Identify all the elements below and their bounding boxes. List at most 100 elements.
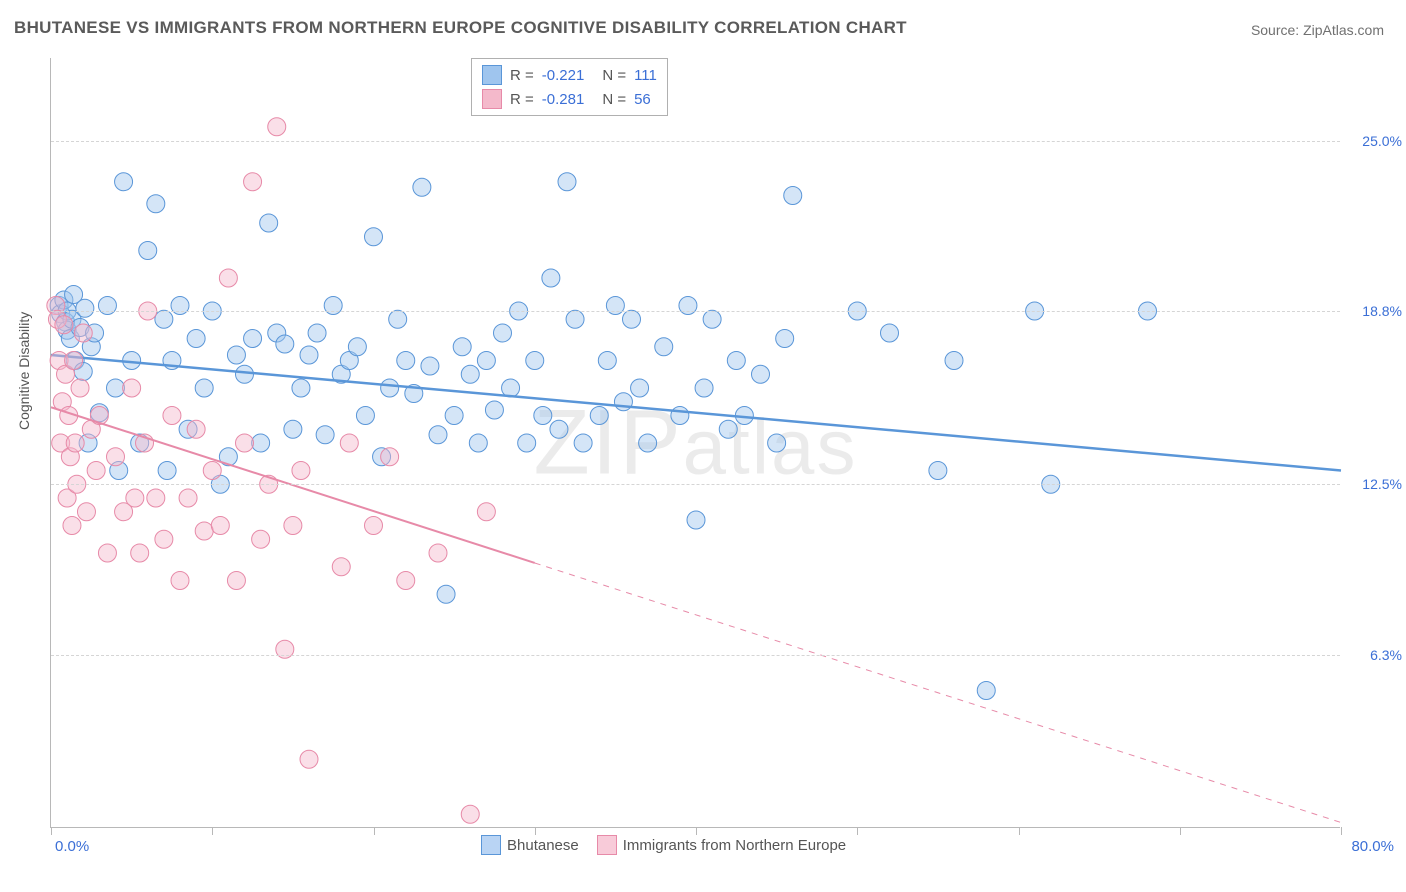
scatter-point bbox=[727, 352, 745, 370]
scatter-point bbox=[292, 379, 310, 397]
scatter-point bbox=[340, 434, 358, 452]
source-label: Source: ZipAtlas.com bbox=[1251, 22, 1384, 38]
gridline bbox=[51, 655, 1340, 656]
gridline bbox=[51, 141, 1340, 142]
scatter-point bbox=[163, 407, 181, 425]
scatter-point bbox=[71, 379, 89, 397]
scatter-point bbox=[87, 462, 105, 480]
scatter-point bbox=[477, 352, 495, 370]
scatter-point bbox=[421, 357, 439, 375]
scatter-point bbox=[187, 420, 205, 438]
chart-title: BHUTANESE VS IMMIGRANTS FROM NORTHERN EU… bbox=[14, 18, 907, 38]
gridline bbox=[51, 484, 1340, 485]
scatter-point bbox=[195, 379, 213, 397]
scatter-point bbox=[252, 434, 270, 452]
scatter-point bbox=[155, 530, 173, 548]
scatter-point bbox=[542, 269, 560, 287]
scatter-point bbox=[300, 346, 318, 364]
x-max-label: 80.0% bbox=[1351, 838, 1394, 855]
scatter-point bbox=[260, 214, 278, 232]
scatter-point bbox=[107, 448, 125, 466]
scatter-point bbox=[187, 330, 205, 348]
scatter-point bbox=[147, 195, 165, 213]
scatter-point bbox=[365, 228, 383, 246]
series-legend: Bhutanese Immigrants from Northern Europe bbox=[481, 835, 846, 855]
x-tick bbox=[1341, 827, 1342, 835]
x-tick bbox=[696, 827, 697, 835]
scatter-point bbox=[558, 173, 576, 191]
x-tick bbox=[374, 827, 375, 835]
legend-item: Immigrants from Northern Europe bbox=[597, 835, 846, 855]
y-tick-label: 18.8% bbox=[1362, 303, 1402, 319]
scatter-point bbox=[74, 324, 92, 342]
scatter-point bbox=[244, 330, 262, 348]
scatter-point bbox=[381, 448, 399, 466]
legend-item: Bhutanese bbox=[481, 835, 579, 855]
scatter-point bbox=[203, 462, 221, 480]
plot-area: ZIPatlas R = -0.221N = 111R = -0.281N = … bbox=[50, 58, 1340, 828]
scatter-point bbox=[63, 517, 81, 535]
scatter-point bbox=[429, 426, 447, 444]
scatter-point bbox=[236, 434, 254, 452]
scatter-point bbox=[639, 434, 657, 452]
scatter-point bbox=[292, 462, 310, 480]
scatter-point bbox=[316, 426, 334, 444]
scatter-point bbox=[534, 407, 552, 425]
legend-swatch bbox=[597, 835, 617, 855]
scatter-point bbox=[123, 379, 141, 397]
scatter-point bbox=[179, 489, 197, 507]
scatter-point bbox=[284, 420, 302, 438]
scatter-point bbox=[147, 489, 165, 507]
scatter-point bbox=[268, 118, 286, 136]
scatter-point bbox=[502, 379, 520, 397]
scatter-point bbox=[687, 511, 705, 529]
scatter-point bbox=[598, 352, 616, 370]
scatter-point bbox=[719, 420, 737, 438]
scatter-point bbox=[695, 379, 713, 397]
scatter-point bbox=[65, 352, 83, 370]
x-tick bbox=[857, 827, 858, 835]
scatter-point bbox=[469, 434, 487, 452]
trend-line-dashed bbox=[535, 563, 1341, 823]
scatter-point bbox=[284, 517, 302, 535]
scatter-point bbox=[356, 407, 374, 425]
scatter-point bbox=[437, 585, 455, 603]
scatter-point bbox=[98, 544, 116, 562]
scatter-point bbox=[518, 434, 536, 452]
scatter-point bbox=[776, 330, 794, 348]
scatter-point bbox=[784, 187, 802, 205]
scatter-point bbox=[631, 379, 649, 397]
scatter-point bbox=[881, 324, 899, 342]
scatter-point bbox=[131, 544, 149, 562]
scatter-point bbox=[485, 401, 503, 419]
scatter-point bbox=[171, 572, 189, 590]
scatter-point bbox=[158, 462, 176, 480]
scatter-point bbox=[550, 420, 568, 438]
scatter-point bbox=[365, 517, 383, 535]
y-axis-label: Cognitive Disability bbox=[16, 312, 32, 430]
scatter-point bbox=[671, 407, 689, 425]
legend-label: Bhutanese bbox=[507, 837, 579, 854]
scatter-point bbox=[77, 503, 95, 521]
scatter-point bbox=[477, 503, 495, 521]
scatter-point bbox=[461, 805, 479, 823]
scatter-point bbox=[703, 310, 721, 328]
x-origin-label: 0.0% bbox=[55, 838, 89, 855]
y-tick-label: 6.3% bbox=[1370, 647, 1402, 663]
scatter-point bbox=[566, 310, 584, 328]
scatter-point bbox=[139, 242, 157, 260]
chart-svg bbox=[51, 58, 1340, 827]
scatter-point bbox=[752, 365, 770, 383]
scatter-point bbox=[155, 310, 173, 328]
scatter-point bbox=[445, 407, 463, 425]
scatter-point bbox=[381, 379, 399, 397]
scatter-point bbox=[76, 299, 94, 317]
scatter-point bbox=[429, 544, 447, 562]
scatter-point bbox=[219, 269, 237, 287]
scatter-point bbox=[300, 750, 318, 768]
scatter-point bbox=[590, 407, 608, 425]
scatter-point bbox=[413, 178, 431, 196]
scatter-point bbox=[929, 462, 947, 480]
scatter-point bbox=[66, 434, 84, 452]
scatter-point bbox=[332, 558, 350, 576]
